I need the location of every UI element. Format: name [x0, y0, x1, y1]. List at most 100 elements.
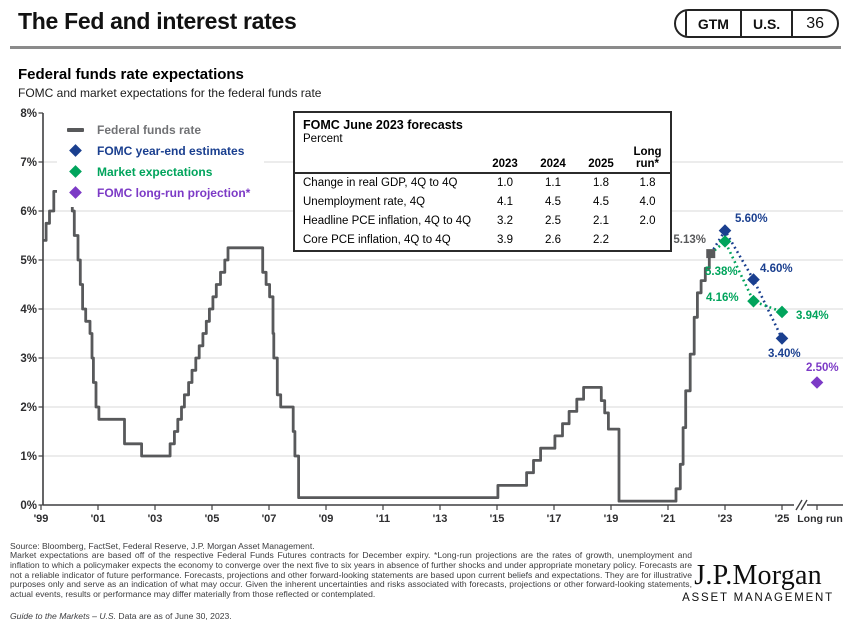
forecast-value: 2.5 — [545, 214, 561, 227]
logo-division-text: ASSET MANAGEMENT — [682, 592, 834, 604]
logo-brand-text: J.P.Morgan — [694, 560, 822, 591]
label-market-2024: 4.16% — [706, 292, 739, 304]
axis-break-icon — [800, 499, 808, 511]
forecast-value: 3.2 — [497, 214, 513, 227]
gtm-date-line: Guide to the Markets – U.S. Data are as … — [10, 611, 232, 621]
forecast-value: 4.5 — [593, 196, 609, 209]
line-swatch-icon — [67, 127, 84, 132]
x-tick-label: '07 — [262, 513, 277, 525]
forecast-table-row: Change in real GDP, 4Q to 4Q 1.0 1.1 1.8 1.8 — [295, 174, 670, 193]
x-tick-label: '23 — [718, 513, 733, 525]
forecast-value: 3.9 — [497, 233, 513, 246]
source-line: Source: Bloomberg, FactSet, Federal Rese… — [10, 541, 315, 551]
forecast-table-header: 2023 2024 2025 Long run* — [295, 145, 670, 174]
y-tick-label: 2% — [20, 402, 37, 414]
diamond-marker — [718, 235, 732, 248]
data-as-of: Data are as of June 30, 2023. — [116, 611, 232, 621]
row-label: Core PCE inflation, 4Q to 4Q — [303, 233, 451, 246]
forecast-value: 4.0 — [639, 196, 656, 209]
label-fomc-2024: 4.60% — [760, 263, 793, 275]
forecast-table-row: Core PCE inflation, 4Q to 4Q 3.9 2.6 2.2 — [295, 230, 670, 249]
legend-label: FOMC long-run projection* — [97, 185, 251, 200]
diamond-icon — [69, 165, 82, 178]
legend-label: Market expectations — [97, 164, 213, 179]
diamond-marker — [747, 273, 760, 286]
x-tick-label: '03 — [148, 513, 163, 525]
y-tick-label: 0% — [20, 500, 37, 512]
label-fomc-2025: 3.40% — [768, 348, 801, 360]
label-fomc-2023: 5.60% — [735, 213, 768, 225]
badge-region-cell[interactable]: U.S. — [739, 11, 791, 36]
legend-item-long-run-projection: FOMC long-run projection* — [65, 182, 250, 203]
projection-dotted-line — [709, 239, 783, 314]
diamond-marker — [775, 305, 789, 319]
y-tick-label: 1% — [20, 451, 37, 463]
forecast-value: 2.6 — [545, 233, 561, 246]
badge-page-number[interactable]: 36 — [791, 11, 837, 36]
y-tick-label: 5% — [20, 255, 37, 267]
page-title: The Fed and interest rates — [18, 8, 297, 34]
x-tick-label: '25 — [775, 513, 790, 525]
forecast-value: 4.1 — [497, 196, 513, 209]
diamond-marker — [775, 332, 789, 345]
axis-break-icon — [795, 499, 803, 511]
x-tick-label: '17 — [547, 513, 562, 525]
column-header: 2023 — [492, 157, 518, 170]
legend-item-fomc-estimates: FOMC year-end estimates — [65, 140, 250, 161]
fed-funds-line — [43, 190, 713, 503]
x-tick-label: '01 — [91, 513, 106, 525]
label-long-run: 2.50% — [806, 362, 839, 374]
diamond-marker — [810, 376, 824, 389]
jpmorgan-logo: J.P.Morgan ASSET MANAGEMENT — [682, 560, 834, 605]
legend-item-market-expectations: Market expectations — [65, 161, 250, 182]
row-label: Change in real GDP, 4Q to 4Q — [303, 177, 458, 190]
label-current-rate: 5.13% — [673, 234, 706, 246]
x-tick-label: '09 — [319, 513, 334, 525]
current-rate-marker — [706, 249, 716, 259]
fomc-forecast-table: FOMC June 2023 forecasts Percent 2023 20… — [293, 111, 672, 252]
forecast-value: 1.8 — [639, 177, 656, 190]
forecast-table-row: Headline PCE inflation, 4Q to 4Q 3.2 2.5 2.… — [295, 212, 670, 231]
y-tick-label: 7% — [20, 157, 37, 169]
legend-item-federal-funds-rate: Federal funds rate — [65, 119, 250, 140]
chart-subtitle: FOMC and market expectations for the fed… — [18, 86, 322, 100]
forecast-value: 1.8 — [593, 177, 609, 190]
label-market-2023: 5.38% — [705, 266, 738, 278]
diamond-marker — [718, 224, 732, 237]
label-market-2025: 3.94% — [796, 310, 829, 322]
forecast-value: 2.1 — [593, 214, 609, 227]
y-tick-label: 6% — [20, 206, 37, 218]
column-header: 2024 — [540, 157, 566, 170]
x-tick-label: '05 — [205, 513, 220, 525]
gtm-publication-name: Guide to the Markets – U.S. — [10, 611, 117, 621]
legend-label: Federal funds rate — [97, 122, 202, 137]
forecast-value: 2.2 — [593, 233, 609, 246]
forecast-value: 2.0 — [639, 214, 656, 227]
badge-gtm-cell[interactable]: GTM — [684, 11, 740, 36]
x-tick-label: '15 — [490, 513, 505, 525]
forecast-table-unit: Percent — [303, 133, 343, 145]
chart-title: Federal funds rate expectations — [18, 66, 244, 83]
x-tick-label: '19 — [604, 513, 619, 525]
y-tick-label: 4% — [20, 304, 37, 316]
gtm-page-badge: GTM U.S. 36 — [673, 9, 839, 38]
x-tick-label: Long run — [797, 513, 843, 525]
x-tick-label: '11 — [376, 513, 390, 525]
forecast-value: 1.0 — [497, 177, 513, 190]
forecast-value: 4.5 — [545, 196, 561, 209]
forecast-table-body: Change in real GDP, 4Q to 4Q 1.0 1.1 1.8 1.8… — [295, 174, 670, 249]
row-label: Unemployment rate, 4Q — [303, 196, 426, 209]
x-tick-label: '99 — [34, 513, 49, 525]
disclaimer-text: Market expectations are based off of the… — [10, 550, 692, 600]
column-header: Long run* — [633, 145, 662, 170]
diamond-icon — [69, 186, 82, 199]
forecast-table-row: Unemployment rate, 4Q 4.1 4.5 4.5 4.0 — [295, 193, 670, 212]
diamond-icon — [69, 144, 82, 157]
forecast-table-title: FOMC June 2023 forecasts — [303, 118, 463, 132]
y-tick-label: 8% — [20, 108, 37, 120]
chart-legend: Federal funds rate FOMC year-end estimat… — [57, 116, 265, 207]
diamond-marker — [747, 294, 760, 308]
column-header: 2025 — [588, 157, 614, 170]
x-tick-label: '21 — [661, 513, 676, 525]
